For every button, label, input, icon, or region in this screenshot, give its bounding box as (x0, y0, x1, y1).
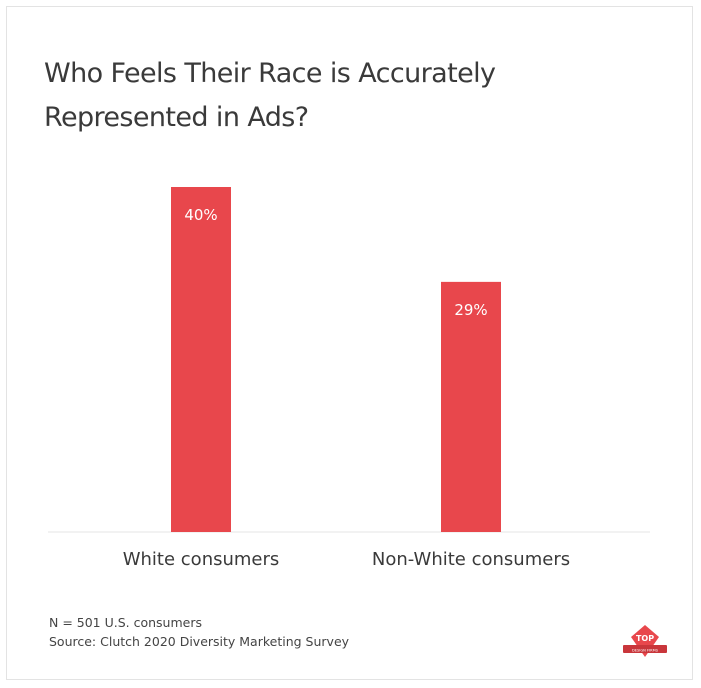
logo-text-main: TOP (636, 634, 654, 643)
category-label-white-consumers: White consumers (123, 549, 280, 570)
value-label-white-consumers: 40% (184, 206, 217, 224)
source-note: Source: Clutch 2020 Diversity Marketing … (49, 634, 350, 649)
chart-card (6, 6, 693, 680)
logo-diamond-icon (631, 625, 659, 657)
category-label-non-white-consumers: Non-White consumers (372, 549, 570, 570)
chart-title: Who Feels Their Race is Accurately Repre… (44, 58, 496, 133)
logo-ribbon (623, 645, 667, 653)
bar-white-consumers (171, 187, 231, 532)
bar-non-white-consumers (441, 281, 501, 532)
bars-group: 40% White consumers 29% Non-White consumers (123, 187, 570, 570)
sample-size-note: N = 501 U.S. consumers (49, 615, 203, 630)
top-design-firms-logo: TOP DESIGN FIRMS (623, 625, 667, 657)
value-label-non-white-consumers: 29% (454, 301, 487, 319)
logo-text-sub: DESIGN FIRMS (632, 649, 659, 653)
